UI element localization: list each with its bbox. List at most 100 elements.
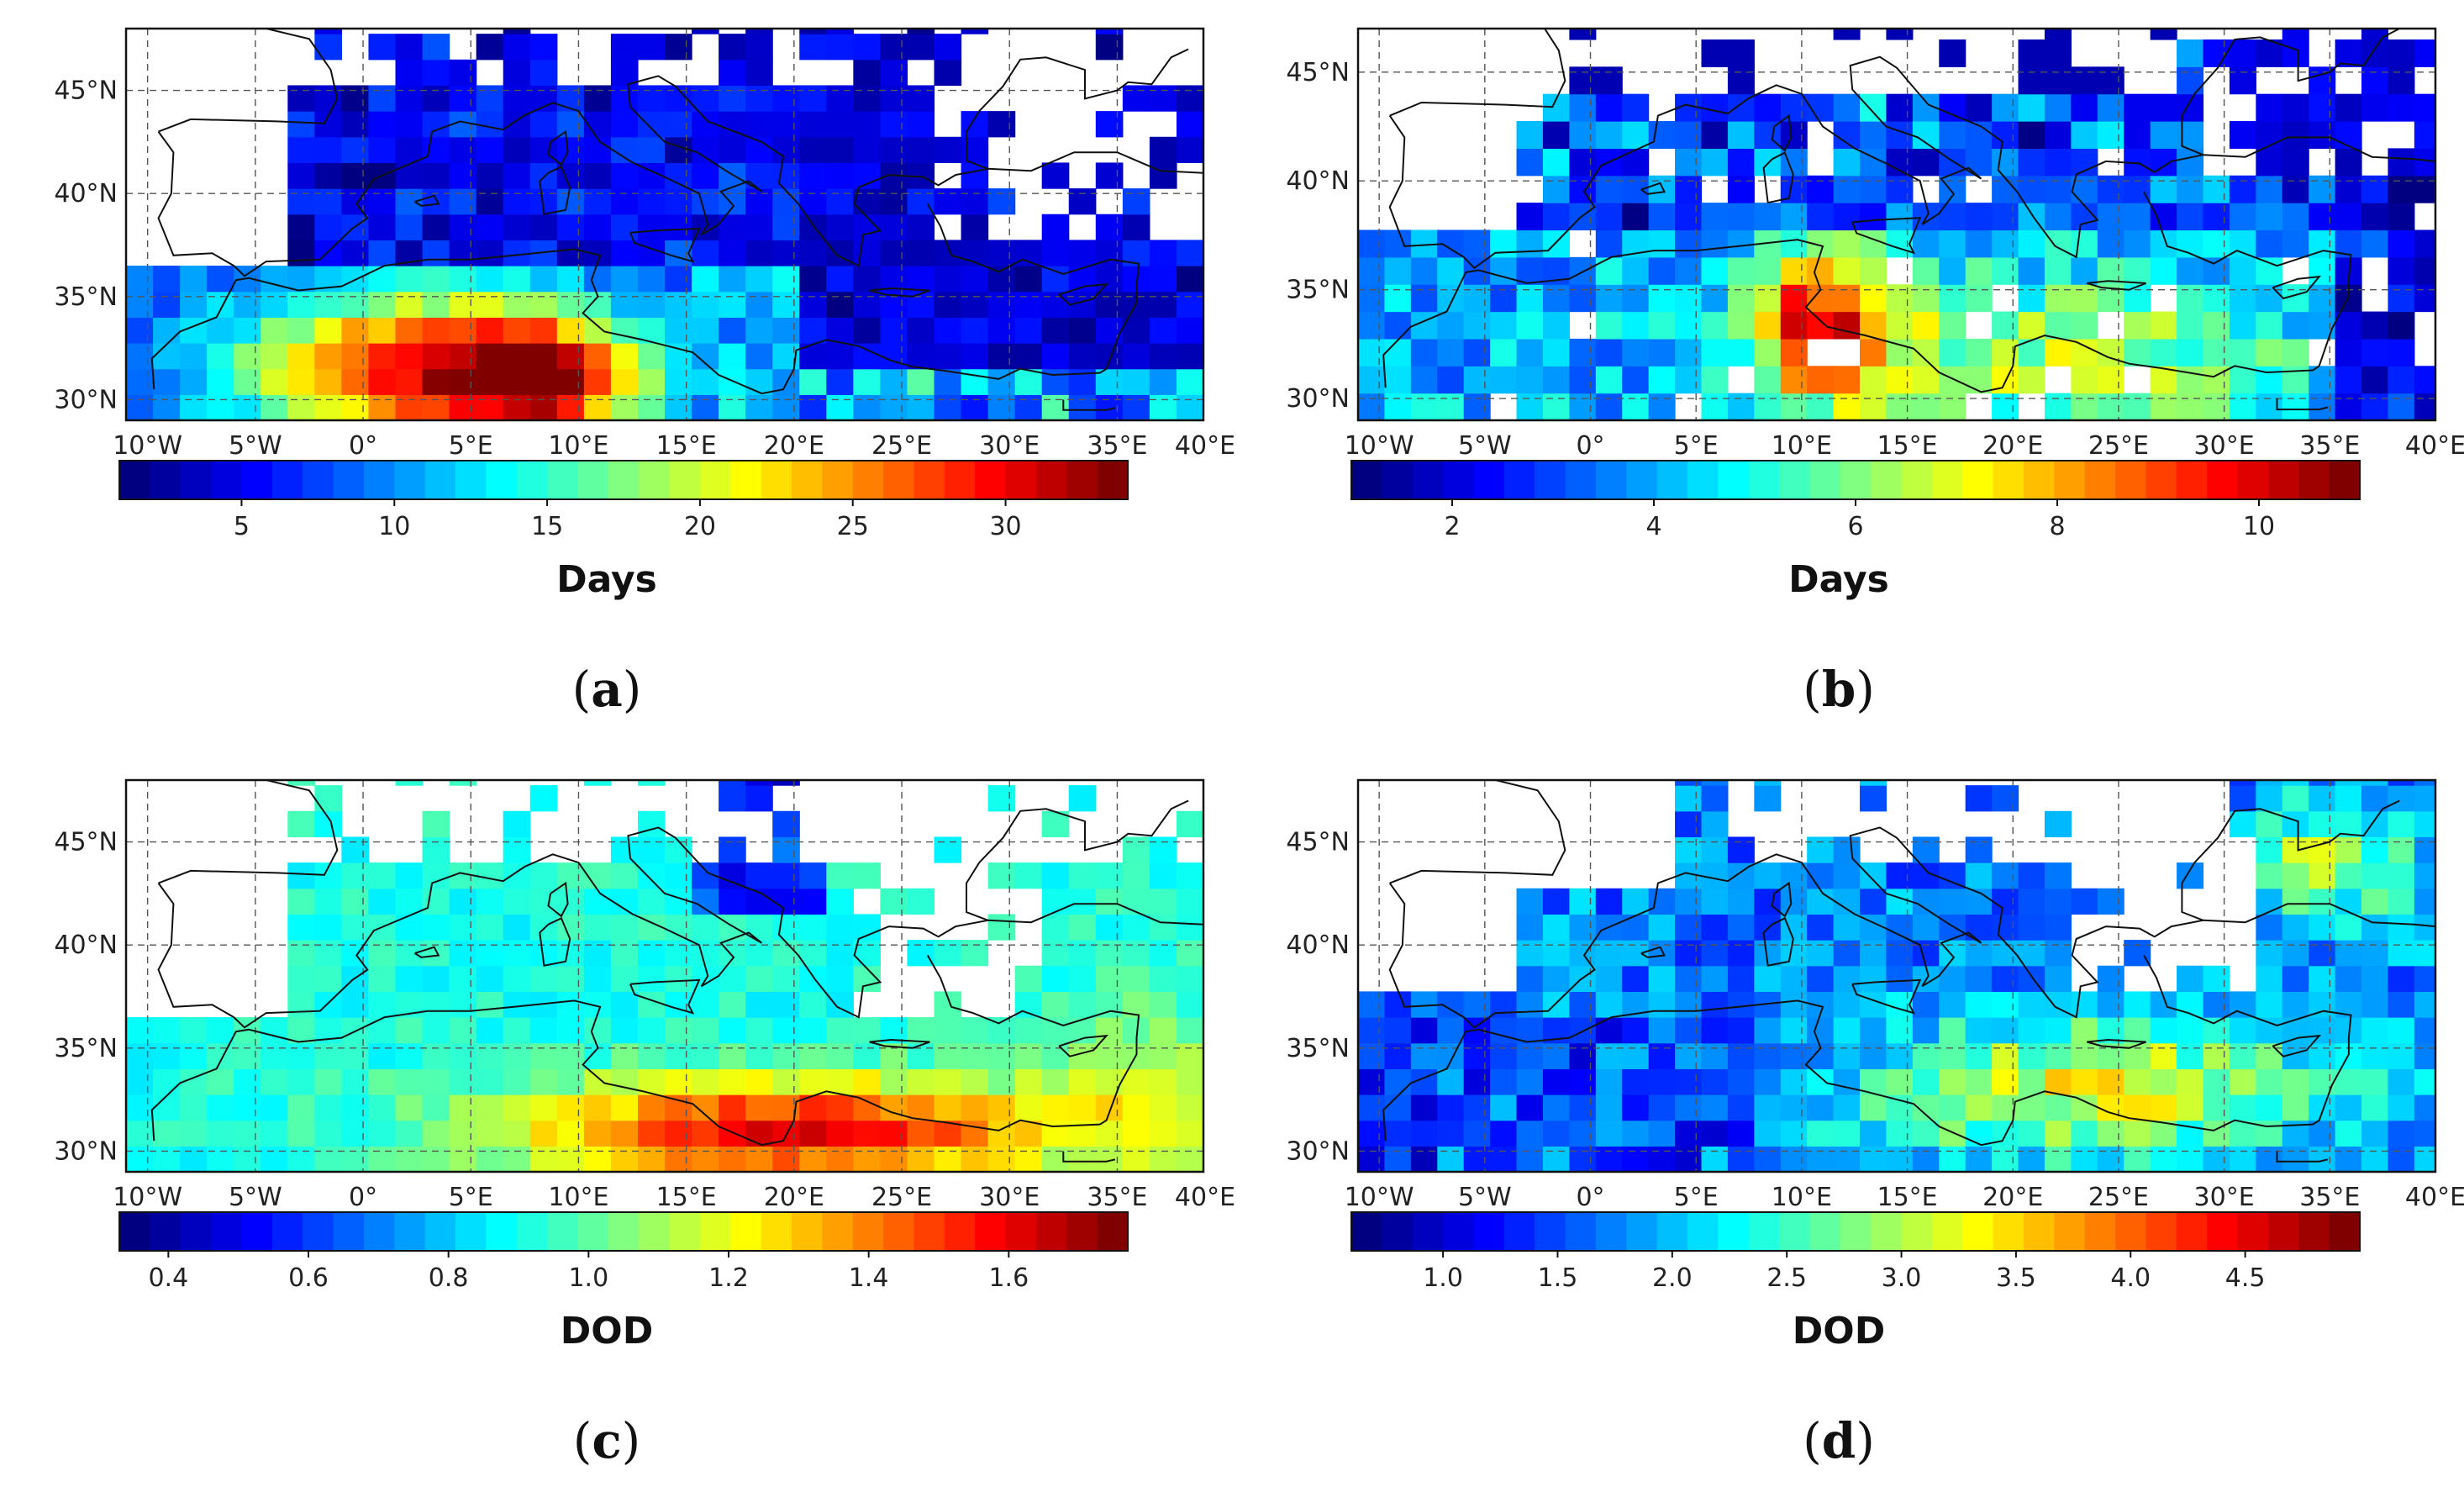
heatmap-cell bbox=[665, 34, 692, 61]
heatmap-cell bbox=[826, 1146, 854, 1173]
heatmap-cell bbox=[1014, 343, 1043, 370]
heatmap-cell bbox=[907, 940, 935, 967]
y-tick-label: 40°N bbox=[1286, 166, 1350, 196]
heatmap-cell bbox=[1648, 991, 1676, 1018]
heatmap-cell bbox=[583, 1017, 612, 1044]
heatmap-cell bbox=[745, 394, 773, 421]
colorbar-segment bbox=[975, 461, 1007, 499]
heatmap-cell bbox=[1095, 111, 1124, 138]
heatmap-cell bbox=[261, 343, 288, 370]
heatmap-cell bbox=[2414, 1042, 2436, 1069]
panel-label: (c) bbox=[573, 1412, 641, 1469]
heatmap-cell bbox=[341, 291, 370, 318]
colorbar-segment bbox=[1535, 1212, 1566, 1251]
heatmap-cell bbox=[745, 940, 773, 967]
heatmap-cell bbox=[826, 1017, 854, 1044]
colorbar-segment bbox=[1779, 461, 1811, 499]
heatmap-cell bbox=[1569, 1146, 1597, 1173]
heatmap-cell bbox=[2282, 1017, 2309, 1044]
heatmap-cell bbox=[287, 991, 315, 1018]
colorbar-segment bbox=[1931, 461, 1963, 499]
heatmap-cell bbox=[2097, 338, 2124, 367]
coastline bbox=[1762, 916, 1794, 967]
heatmap-cell bbox=[1622, 1094, 1650, 1121]
heatmap-cell bbox=[2335, 175, 2362, 203]
heatmap-cell bbox=[449, 780, 477, 786]
heatmap-cell bbox=[583, 1068, 612, 1095]
heatmap-cell bbox=[287, 214, 315, 240]
colorbar-segment bbox=[1005, 1212, 1037, 1251]
heatmap-cell bbox=[422, 1120, 450, 1147]
plot-frame bbox=[124, 778, 1205, 1173]
colorbar-segment bbox=[455, 461, 487, 499]
colorbar-segment bbox=[271, 461, 303, 499]
heatmap-cell bbox=[2256, 1094, 2283, 1121]
heatmap-cell bbox=[2044, 93, 2072, 122]
heatmap-cell bbox=[1463, 284, 1491, 313]
heatmap-cell bbox=[1149, 1017, 1177, 1044]
heatmap-cell bbox=[637, 940, 666, 967]
heatmap-cell bbox=[1701, 256, 1729, 285]
heatmap-cell bbox=[368, 1068, 397, 1095]
heatmap-cell bbox=[1754, 148, 1782, 177]
heatmap-cell bbox=[1675, 940, 1703, 967]
heatmap-cell bbox=[314, 188, 342, 215]
heatmap-cell bbox=[1860, 93, 1887, 122]
colorbar-segment bbox=[1097, 461, 1129, 499]
heatmap-cell bbox=[2388, 366, 2415, 394]
heatmap-cell bbox=[1965, 862, 1993, 889]
heatmap-cell bbox=[1437, 393, 1465, 421]
heatmap-cell bbox=[422, 162, 450, 189]
heatmap-cell bbox=[2203, 965, 2230, 992]
colorbar-b: 2 4 6 8 10 bbox=[1350, 460, 2361, 541]
heatmap-cell bbox=[880, 266, 908, 293]
coastline bbox=[1762, 151, 1794, 204]
heatmap-cell bbox=[1833, 888, 1861, 915]
heatmap-cell bbox=[126, 1146, 154, 1173]
heatmap-cell bbox=[880, 888, 908, 915]
x-tick-label: 10°W bbox=[1345, 431, 1414, 461]
colorbar-segment bbox=[1809, 461, 1841, 499]
heatmap-cell bbox=[719, 991, 746, 1018]
coastline bbox=[2086, 280, 2146, 291]
heatmap-cell bbox=[2124, 1094, 2151, 1121]
heatmap-cell bbox=[880, 34, 908, 61]
colorbar-segment bbox=[150, 461, 182, 499]
heatmap-cell bbox=[2414, 810, 2436, 838]
heatmap-cell bbox=[449, 394, 477, 421]
x-tick-label: 15°E bbox=[1877, 1183, 1937, 1212]
colorbar-segment bbox=[761, 461, 792, 499]
coastline bbox=[1389, 780, 1566, 884]
heatmap-cell bbox=[2124, 338, 2151, 367]
heatmap-cell bbox=[961, 1042, 989, 1069]
heatmap-cell bbox=[1860, 256, 1887, 285]
heatmap-cell bbox=[907, 85, 935, 112]
heatmap-cell bbox=[853, 394, 881, 421]
heatmap-cell bbox=[1384, 366, 1412, 394]
heatmap-cell bbox=[1041, 317, 1070, 344]
heatmap-cell bbox=[556, 317, 585, 344]
heatmap-cell bbox=[610, 214, 639, 240]
colorbar-tick-label: 4.0 bbox=[2110, 1263, 2151, 1293]
heatmap-cell bbox=[745, 29, 773, 34]
colorbar-segment bbox=[1962, 1212, 1994, 1251]
heatmap-cell bbox=[961, 136, 989, 164]
heatmap-cell bbox=[583, 317, 612, 344]
heatmap-cell bbox=[1780, 338, 1808, 367]
heatmap-cell bbox=[719, 291, 746, 318]
colorbar-segment bbox=[1931, 1212, 1963, 1251]
x-tick-labels-d: 10°W 5°W 0° 5°E 10°E 15°E 20°E 25°E 30°E 35°E 40°E bbox=[1345, 1183, 2464, 1212]
heatmap-cell bbox=[1358, 1094, 1386, 1121]
heatmap-cell bbox=[1068, 188, 1097, 215]
heatmap-cell bbox=[341, 862, 370, 889]
heatmap-cell bbox=[449, 240, 477, 266]
heatmap-cell bbox=[1437, 338, 1465, 367]
heatmap-cell bbox=[153, 343, 181, 370]
heatmap-cell bbox=[341, 1017, 370, 1044]
heatmap-cell bbox=[449, 136, 477, 164]
heatmap-cell bbox=[503, 266, 531, 293]
heatmap-cell bbox=[1068, 888, 1097, 915]
heatmap-cell bbox=[1886, 940, 1914, 967]
colorbar-segment bbox=[1443, 461, 1475, 499]
heatmap-cell bbox=[1701, 39, 1729, 67]
